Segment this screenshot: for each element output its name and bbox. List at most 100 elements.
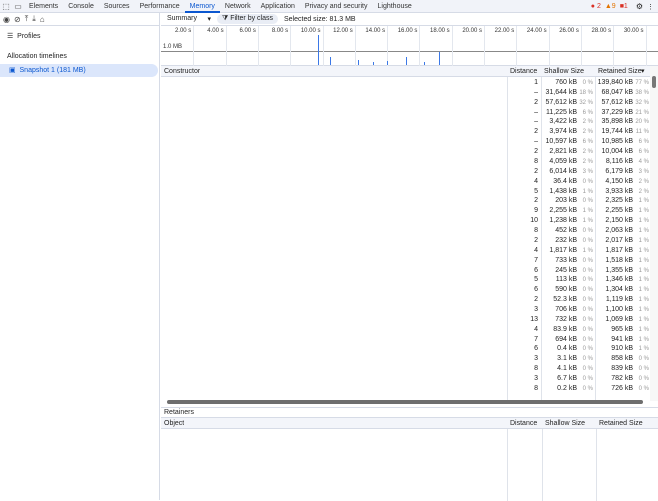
shallow-size-cell: 245 kB — [555, 266, 577, 274]
table-row[interactable]: ▶ PerformanceEventTiming×77,925 – 10,597… — [161, 137, 650, 147]
record-icon[interactable]: ◉ — [3, 14, 10, 24]
retained-size-cell: 839 kB — [611, 365, 633, 373]
table-row[interactable]: ▶ o 3 3.1 kB 0 % 858 kB 0 % — [161, 354, 650, 364]
table-row[interactable]: ▶ {$$typeof, type, key, ref, props, _own… — [161, 256, 650, 266]
allocation-timeline[interactable]: 1.0 MB 2.00 s 4.00 s 6.00 s 8.00 s 10.00 s 12… — [161, 26, 658, 66]
timeline-tick-label: 8.00 s — [271, 28, 289, 34]
shallow-size-cell: 10,597 kB — [545, 138, 577, 146]
more-options-icon[interactable]: ⋮ — [647, 3, 654, 11]
shallow-size-cell: 1,438 kB — [549, 187, 577, 195]
table-row[interactable]: ▶ Function×329,509 – 11,225 kB 6 % 37,22… — [161, 108, 650, 118]
table-row[interactable]: ▶ {take, __takers__, get __takers__, put… — [161, 315, 650, 325]
table-row[interactable]: ▶ Array×86,019 2 3,974 kB 2 % 19,744 kB … — [161, 127, 650, 137]
tab-elements[interactable]: Elements — [29, 2, 59, 10]
shallow-size-cell: 733 kB — [555, 256, 577, 264]
shallow-size-cell: 694 kB — [555, 335, 577, 343]
collect-garbage-icon[interactable]: ⌂ — [39, 14, 45, 24]
shallow-percent-cell: 2 % — [582, 129, 593, 136]
table-row[interactable]: ▶ e 8 0.2 kB 0 % 726 kB 0 % — [161, 384, 650, 394]
shallow-percent-cell: 0 % — [582, 376, 593, 383]
retainers-retained-column-header[interactable]: Retained Size — [599, 420, 643, 427]
table-row[interactable]: ▶ Object×28,392 2 2,821 kB 2 % 10,004 kB… — [161, 147, 650, 157]
retained-size-column-header[interactable]: Retained Size — [598, 68, 642, 75]
table-row[interactable]: ▶ CSSStyleRule×56,376 8 4,059 kB 2 % 8,1… — [161, 157, 650, 167]
shallow-size-cell: 732 kB — [555, 315, 577, 323]
shallow-size-cell: 36.4 kB — [553, 177, 577, 185]
table-row[interactable]: ▶ Fj×13,827 5 1,438 kB 1 % 3,933 kB 2 % — [161, 187, 650, 197]
table-row[interactable]: ▶ {cont, isAborted, done, get done, resu… — [161, 216, 650, 226]
table-row[interactable]: ▶ StylePropertyMap×56,376 9 2,255 kB 1 %… — [161, 206, 650, 216]
table-row[interactable]: ▶ {memoizedState, baseState, baseQueue, … — [161, 335, 650, 345]
distance-column-header[interactable]: Distance — [510, 68, 538, 75]
table-row[interactable]: ▶ (concatenated string)×35,282 3 706 kB … — [161, 305, 650, 315]
table-row[interactable]: ▶ (system)×17,014 1 760 kB 0 % 139,840 k… — [161, 78, 650, 88]
retained-percent-cell: 1 % — [638, 277, 649, 284]
object-column-header[interactable]: Object — [164, 420, 185, 427]
view-select[interactable]: Summary ▾ — [167, 15, 211, 23]
snapshot-toolbar: Summary ▾ ⧩ Filter by class Selected size… — [161, 13, 658, 26]
table-row[interactable]: ▶ CSSStyleSheet×207 4 36.4 kB 0 % 4,150 … — [161, 177, 650, 187]
summary-table: Constructor Distance Shallow Size Retain… — [161, 66, 658, 406]
table-row[interactable]: ▶ {children}×5,911 6 245 kB 0 % 1,355 kB… — [161, 266, 650, 276]
table-row[interactable]: ▶ {className, children}×8,556 6 590 kB 0… — [161, 285, 650, 295]
timeline-gridline — [322, 26, 324, 66]
tab-performance[interactable]: Performance — [139, 2, 180, 10]
scrollbar-thumb[interactable] — [652, 76, 656, 88]
table-row[interactable]: ▶ (compiled code)×476,467 – 31,644 kB 18… — [161, 88, 650, 98]
retained-percent-cell: 1 % — [638, 208, 649, 215]
table-row[interactable]: ▶ CSSRuleList×56,770 4 1,817 kB 1 % 1,81… — [161, 246, 650, 256]
tab-memory[interactable]: Memory — [184, 0, 220, 13]
shallow-percent-cell: 1 % — [582, 218, 593, 225]
shallow-size-column-header[interactable]: Shallow Size — [544, 68, 585, 75]
table-row[interactable]: ▶ {constructor}×2,159 2 203 kB 0 % 2,325… — [161, 196, 650, 206]
errors-badge[interactable]: ● 2 — [590, 3, 601, 10]
tab-sources[interactable]: Sources — [103, 2, 130, 10]
table-row[interactable]: ▶ Window (global*) / https://www.yuque.c… — [161, 295, 650, 305]
horizontal-scrollbar[interactable] — [167, 400, 643, 404]
retainers-shallow-column-header[interactable]: Shallow Size — [545, 420, 586, 427]
settings-gear-icon[interactable]: ⚙ — [635, 2, 643, 11]
shallow-size-cell: 6.7 kB — [557, 375, 577, 383]
filter-by-class-input[interactable]: ⧩ Filter by class — [217, 14, 278, 24]
retained-size-cell: 1,119 kB — [605, 296, 633, 304]
retainers-distance-column-header[interactable]: Distance — [510, 420, 538, 427]
shallow-size-cell: 2,255 kB — [549, 207, 577, 215]
warnings-badge[interactable]: ▲9 — [604, 3, 616, 10]
retained-size-cell: 782 kB — [611, 375, 633, 383]
table-row[interactable]: ▶ Generator×4,944 2 232 kB 0 % 2,017 kB … — [161, 236, 650, 246]
table-row[interactable]: ▶ {create, destroy, deps, next}×14,114 8… — [161, 226, 650, 236]
timeline-scale-label: 1.0 MB — [163, 44, 183, 50]
inspect-element-icon[interactable]: ⬚ — [2, 1, 10, 11]
table-row[interactable]: ▶ (object shape)×124,085 2 6,014 kB 3 % … — [161, 167, 650, 177]
vertical-scrollbar[interactable] — [650, 66, 658, 401]
tab-lighthouse[interactable]: Lighthouse — [377, 2, 412, 10]
snapshot-1-item[interactable]: ▣ Snapshot 1 (181 MB) — [0, 64, 158, 77]
tab-privacy-and-security[interactable]: Privacy and security — [304, 2, 368, 10]
profiles-item[interactable]: ☰ Profiles — [0, 30, 158, 43]
distance-cell: 1 — [534, 79, 538, 86]
table-row[interactable]: ▶ system / Context×104,889 – 3,422 kB 2 … — [161, 117, 650, 127]
distance-cell: 2 — [534, 128, 538, 136]
retained-size-cell: 1,100 kB — [605, 306, 633, 313]
shallow-percent-cell: 0 % — [582, 316, 593, 323]
save-profile-icon[interactable]: ⤓ — [32, 14, 36, 23]
table-row[interactable]: ▶ t×5 8 4.1 kB 0 % 839 kB 0 % — [161, 364, 650, 374]
issues-badge[interactable]: ■1 — [619, 3, 628, 10]
table-row[interactable]: ▶ e×13 6 0.4 kB 0 % 910 kB 1 % — [161, 344, 650, 354]
table-row[interactable]: ▶ HTMLDocument×9 3 6.7 kB 0 % 782 kB 0 % — [161, 374, 650, 384]
tab-application[interactable]: Application — [260, 2, 295, 10]
table-row[interactable]: ▶ Module×642 4 83.9 kB 0 % 965 kB 1 % — [161, 325, 650, 335]
table-row[interactable]: ▶ {A, get A}×1,080 5 113 kB 0 % 1,346 kB… — [161, 275, 650, 285]
timeline-gridline — [484, 26, 485, 66]
load-profile-icon[interactable]: ⤒ — [24, 14, 29, 23]
shallow-size-cell: 590 kB — [555, 286, 577, 294]
constructor-column-header[interactable]: Constructor — [164, 68, 201, 75]
retained-size-cell: 2,150 kB — [605, 217, 633, 225]
clear-icon[interactable]: ⊘ — [13, 14, 21, 24]
table-row[interactable]: ▶ (string)×151,634 2 57,612 kB 32 % 57,6… — [161, 98, 650, 108]
timeline-tick-label: 4.00 s — [207, 28, 224, 34]
device-toolbar-icon[interactable]: ▭ — [14, 1, 22, 11]
distance-cell: 13 — [530, 315, 538, 323]
tab-console[interactable]: Console — [68, 2, 94, 10]
tab-network[interactable]: Network — [224, 2, 251, 10]
